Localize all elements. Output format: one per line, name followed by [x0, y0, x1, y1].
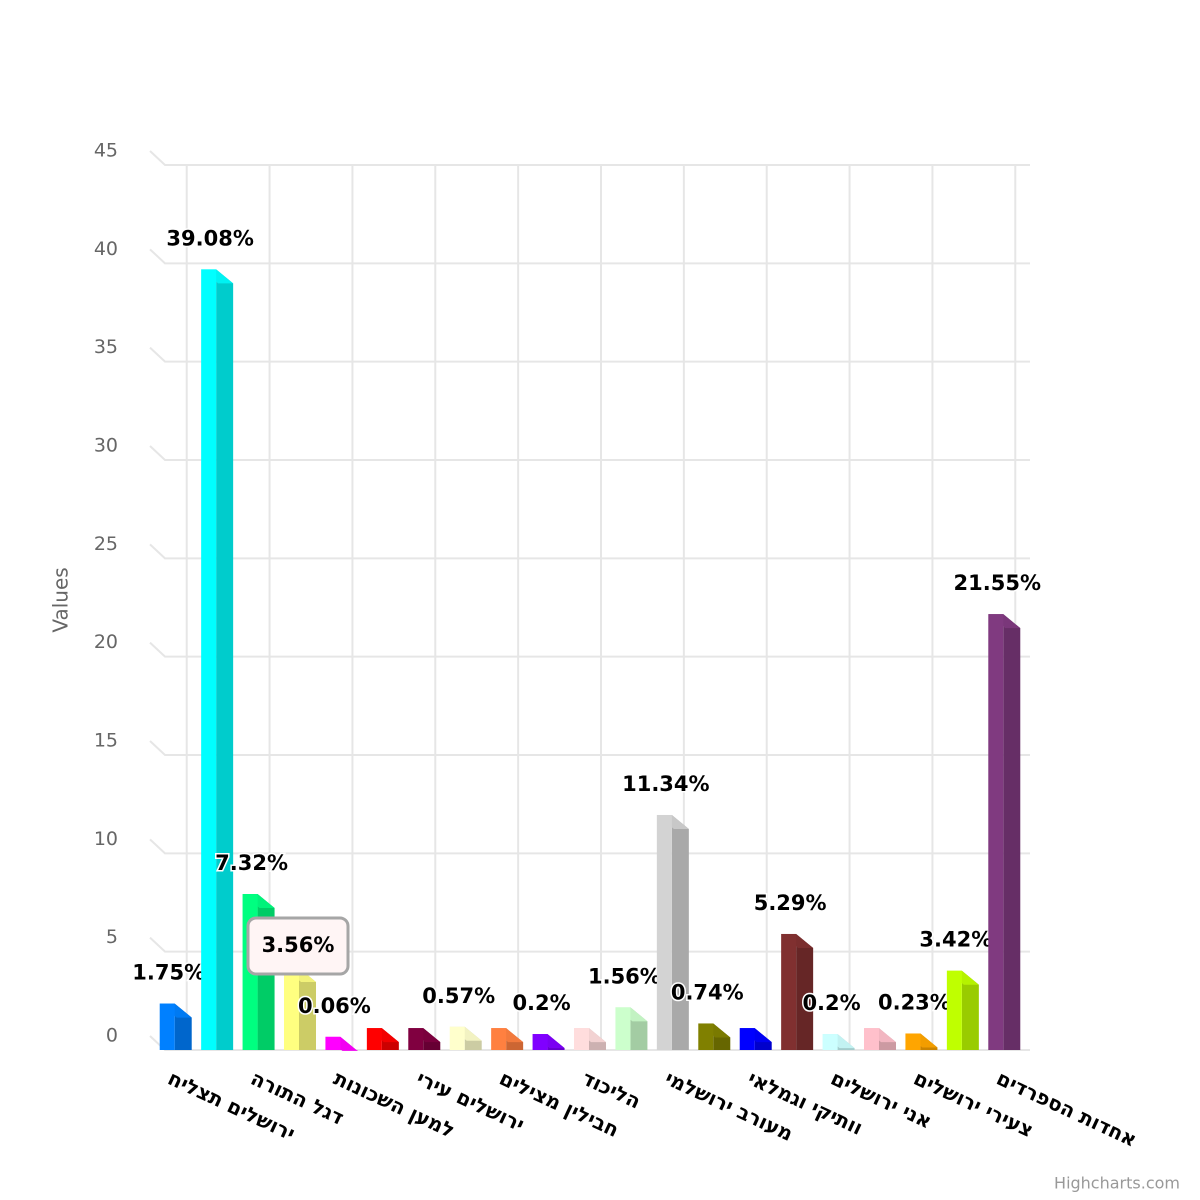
- bar-front: [656, 814, 672, 1050]
- bar: [284, 967, 316, 1050]
- bar-front: [408, 1028, 424, 1050]
- bar-side: [1003, 614, 1021, 1050]
- bar: [491, 1028, 524, 1050]
- grid-line: [149, 543, 1030, 560]
- bar-front: [905, 1033, 921, 1050]
- bar: [698, 1023, 731, 1050]
- y-tick-label: 0: [106, 1025, 118, 1047]
- y-tick-label: 45: [94, 140, 118, 162]
- bar-front: [491, 1028, 507, 1050]
- data-label: 21.55%: [954, 571, 1041, 595]
- grid-line: [149, 248, 1030, 265]
- bar-front: [449, 1026, 465, 1050]
- y-tick-label: 15: [94, 730, 118, 752]
- credits[interactable]: Highcharts.com: [1054, 1174, 1180, 1193]
- bar: [656, 814, 689, 1050]
- bar-side: [961, 970, 979, 1050]
- grid-line: [149, 445, 1030, 461]
- data-label: 0.74%: [671, 980, 744, 1004]
- bar: [408, 1028, 441, 1050]
- y-tick-label: 35: [94, 336, 118, 358]
- bar: [532, 1034, 565, 1050]
- bar-front: [822, 1034, 838, 1050]
- bar-front: [739, 1028, 755, 1050]
- bar: [988, 614, 1021, 1050]
- data-label: 5.29%: [754, 891, 827, 915]
- bar-front: [988, 614, 1004, 1050]
- data-label: 1.75%: [132, 961, 205, 985]
- data-label: 1.56%: [588, 964, 661, 988]
- grid-line: [149, 936, 1030, 953]
- bar-side: [671, 814, 689, 1050]
- bar-front: [615, 1007, 631, 1050]
- data-label: 39.08%: [166, 226, 253, 250]
- bar-front: [159, 1003, 175, 1050]
- bar: [864, 1028, 896, 1050]
- data-label: 11.34%: [622, 772, 709, 796]
- bar-side: [216, 269, 234, 1051]
- bar-front: [781, 933, 797, 1050]
- y-axis-title: Values: [49, 567, 73, 632]
- bar: [201, 269, 234, 1051]
- bar: [449, 1026, 482, 1050]
- data-label: 0.57%: [422, 984, 495, 1008]
- bar: [781, 933, 814, 1050]
- y-tick-label: 30: [94, 435, 118, 457]
- grid-line: [149, 838, 1030, 855]
- data-label: 3.42%: [919, 928, 992, 952]
- bar: [366, 1028, 399, 1050]
- bar-front: [574, 1028, 589, 1050]
- data-label: 7.32%: [215, 851, 288, 875]
- data-label: 0.06%: [298, 994, 371, 1018]
- data-label: 0.23%: [878, 990, 951, 1014]
- y-tick-label: 25: [94, 533, 118, 555]
- bar-front: [325, 1036, 341, 1050]
- y-tick-label: 20: [94, 631, 118, 653]
- bar: [739, 1028, 772, 1050]
- bar-side: [299, 967, 316, 1050]
- bar: [905, 1033, 938, 1050]
- bar-front: [366, 1028, 382, 1050]
- bar-front: [946, 970, 962, 1050]
- grid-line: [149, 346, 1030, 363]
- tooltip-box: [246, 916, 350, 976]
- y-tick-label: 5: [106, 926, 118, 948]
- bar: [325, 1036, 358, 1051]
- bar-front: [201, 269, 217, 1051]
- y-tick-label: 40: [94, 238, 118, 260]
- bar-front: [532, 1034, 548, 1050]
- bar-front: [864, 1028, 879, 1050]
- x-tick-label: אחדות הספרדים: [993, 1066, 1141, 1152]
- bar-side: [796, 933, 814, 1050]
- bar: [615, 1007, 648, 1050]
- y-tick-label: 10: [94, 828, 118, 850]
- bar: [946, 970, 979, 1050]
- bar: [574, 1028, 606, 1050]
- data-label: 0.2%: [802, 991, 860, 1015]
- bar-front: [284, 967, 299, 1050]
- grid-line: [149, 641, 1030, 658]
- tooltip-text: 3.56%: [262, 933, 335, 957]
- grid-line: [149, 150, 1030, 166]
- data-label: 0.2%: [512, 991, 570, 1015]
- bar: [159, 1003, 192, 1050]
- grid-line: [149, 740, 1030, 756]
- bar-front: [698, 1023, 714, 1050]
- bar: [822, 1034, 855, 1050]
